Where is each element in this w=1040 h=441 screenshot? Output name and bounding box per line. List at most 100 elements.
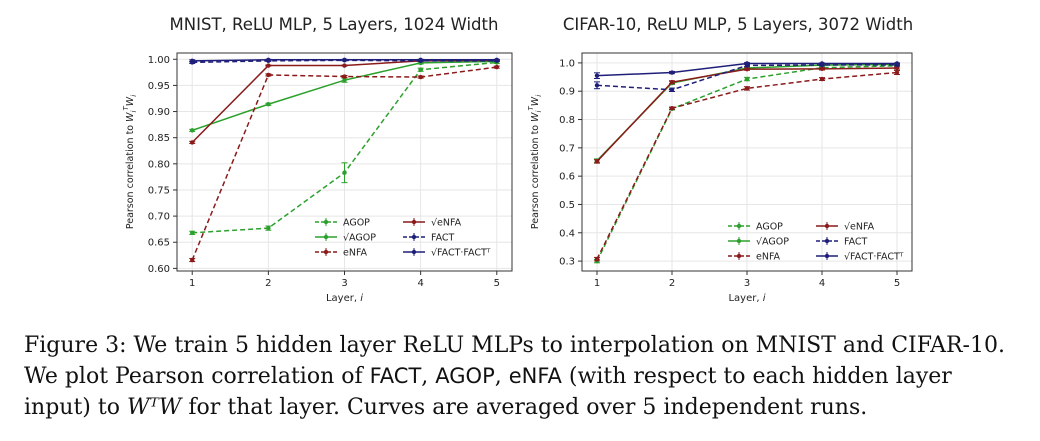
x-axis-label-text: Layer,: [728, 293, 762, 304]
legend: AGOP √AGOP eNFA √eNFA FACT √FACT·FACTᵀ: [315, 218, 491, 259]
legend-item: √FACT·FACTᵀ: [816, 252, 904, 263]
y-tick-label: 0.4: [559, 228, 575, 239]
chart-title: CIFAR-10, ReLU MLP, 5 Layers, 3072 Width: [563, 15, 913, 34]
data-point: [418, 67, 423, 72]
legend-item: FACT: [816, 237, 868, 248]
y-axis-label-w: W: [125, 112, 136, 122]
legend-label: √AGOP: [756, 237, 789, 248]
y-axis-label-sub2: i: [130, 95, 138, 97]
legend-item: √eNFA: [403, 218, 462, 229]
series-eNFA: [594, 70, 900, 262]
legend-label: √FACT·FACTᵀ: [431, 248, 491, 259]
x-tick-label: 5: [494, 278, 500, 289]
legend-item: AGOP: [728, 222, 783, 233]
data-point: [819, 76, 825, 82]
data-point: [342, 63, 347, 68]
caption-mid: (with respect to each hidden layer input…: [24, 364, 952, 420]
y-axis-label: Pearson correlation to WiTWi: [122, 95, 138, 229]
x-axis-label-var: i: [763, 293, 766, 304]
y-tick-label: 0.75: [148, 185, 170, 196]
y-axis-label-w2: W: [125, 96, 136, 106]
legend-item: √eNFA: [816, 222, 875, 233]
series-√eNFA: [594, 65, 900, 164]
caption-enfa: eNFA: [508, 364, 562, 388]
y-tick-label: 0.90: [148, 107, 170, 118]
legend-label: √eNFA: [844, 222, 875, 233]
legend-marker: [323, 219, 329, 225]
legend-item: √AGOP: [728, 237, 789, 248]
data-point: [266, 225, 271, 231]
data-point: [342, 74, 347, 79]
data-point: [894, 70, 900, 75]
legend-label: eNFA: [343, 248, 368, 259]
y-tick-label: 0.8: [559, 115, 575, 126]
legend-label: eNFA: [756, 252, 781, 263]
x-axis-label-text: Layer,: [326, 293, 360, 304]
legend-item: √FACT·FACTᵀ: [403, 248, 491, 259]
figure-caption: Figure 3: We train 5 hidden layer ReLU M…: [24, 330, 1024, 423]
legend-marker: [323, 234, 329, 240]
caption-math: WᵀW: [126, 395, 182, 420]
y-tick-label: 0.5: [559, 200, 575, 211]
figure-charts: 0.600.650.700.750.800.850.900.951.001 2 3 4…: [122, 15, 913, 304]
legend-item: FACT: [403, 233, 455, 244]
data-point: [494, 57, 499, 62]
caption-prefix: Figure 3: We train 5 hidden layer ReLU M…: [24, 333, 1005, 389]
series-√FACT·FACTᵀ: [594, 61, 900, 79]
x-tick-label: 1: [594, 278, 600, 289]
data-point: [418, 74, 423, 80]
legend-marker: [736, 238, 742, 244]
data-point: [669, 70, 675, 75]
data-point: [669, 79, 675, 85]
data-point: [494, 64, 499, 70]
y-tick-label: 0.9: [559, 87, 575, 98]
x-axis-label: Layer, i: [326, 293, 363, 304]
y-axis-label-w2: W: [530, 96, 541, 106]
legend-marker: [411, 249, 417, 255]
data-point: [342, 57, 347, 62]
series-eNFA: [189, 64, 500, 263]
legend-item: eNFA: [728, 252, 781, 263]
y-axis-label: Pearson correlation to WiTWi: [527, 95, 543, 229]
data-point: [190, 128, 195, 133]
y-tick-label: 0.60: [148, 264, 170, 275]
caption-agop: AGOP: [435, 364, 495, 388]
x-axis-label: Layer, i: [728, 293, 765, 304]
data-point: [190, 257, 195, 263]
data-point: [744, 86, 750, 91]
data-point: [894, 65, 900, 71]
caption-sep-2: ,: [494, 364, 509, 389]
data-point: [342, 77, 347, 83]
data-point: [669, 87, 675, 93]
legend-marker: [323, 249, 329, 255]
x-tick-label: 5: [894, 278, 900, 289]
data-point: [669, 106, 675, 111]
chart-panel-2: 0.3 0.4 0.5 0.6 0.7 0.8 0.9 1.0 1 2 3 4 5 CIFAR-10, R…: [527, 15, 913, 304]
data-point: [819, 66, 825, 72]
y-tick-label: 0.6: [559, 172, 575, 183]
y-axis-label-text: Pearson correlation to: [125, 122, 136, 229]
data-point: [594, 83, 600, 88]
y-tick-label: 0.80: [148, 159, 170, 170]
caption-suffix: for that layer. Curves are averaged over…: [181, 395, 868, 420]
legend-label: √eNFA: [431, 218, 462, 229]
x-tick-label: 2: [265, 278, 271, 289]
y-tick-label: 0.70: [148, 212, 170, 223]
x-tick-label: 4: [819, 278, 825, 289]
legend-label: AGOP: [756, 222, 783, 233]
data-point: [894, 61, 900, 66]
y-tick-label: 1.0: [559, 58, 575, 69]
legend-marker: [824, 238, 830, 244]
data-point: [190, 140, 195, 145]
x-tick-label: 3: [744, 278, 750, 289]
legend-marker: [736, 223, 742, 229]
y-axis-label-sub: i: [130, 110, 138, 112]
data-point: [819, 61, 825, 66]
y-axis-label-w: W: [530, 112, 541, 122]
legend-label: √FACT·FACTᵀ: [844, 252, 904, 263]
legend-label: FACT: [431, 233, 455, 244]
data-point: [190, 230, 195, 236]
data-point: [266, 63, 271, 68]
y-tick-label: 0.65: [148, 238, 170, 249]
x-tick-label: 1: [189, 278, 195, 289]
